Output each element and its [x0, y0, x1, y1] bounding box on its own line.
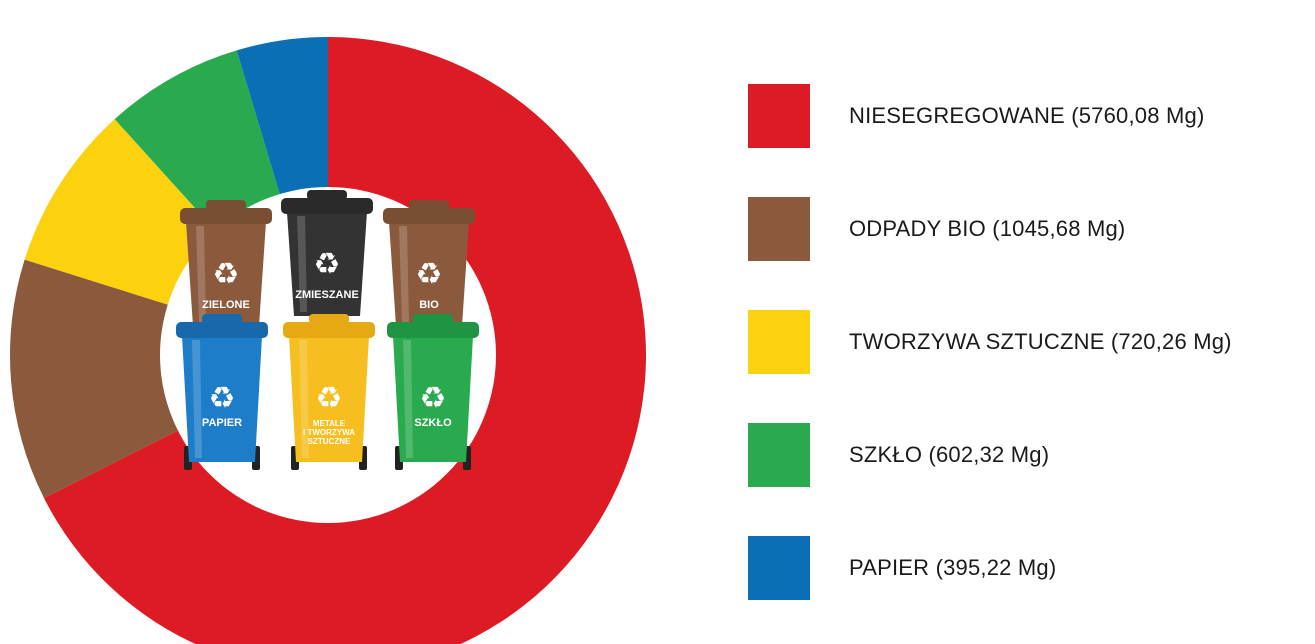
- bin-lid: [283, 322, 375, 338]
- legend-swatch: [748, 84, 810, 148]
- bin-body: [389, 222, 469, 326]
- waste-bin-bio: ♻ BIO: [383, 200, 475, 326]
- recycle-icon: ♻: [416, 257, 443, 292]
- bin-label: METALE: [313, 419, 346, 428]
- recycle-icon: ♻: [314, 247, 341, 282]
- bin-handle: [307, 190, 347, 200]
- legend-label: PAPIER (395,22 Mg): [849, 555, 1057, 580]
- legend-item-odpady-bio: ODPADY BIO (1045,68 Mg): [748, 197, 1125, 261]
- bin-highlight: [297, 216, 307, 312]
- legend-item-szklo: SZKŁO (602,32 Mg): [748, 423, 1049, 487]
- waste-bin-zmieszane: ♻ ZMIESZANE: [281, 190, 373, 316]
- legend-label: SZKŁO (602,32 Mg): [849, 442, 1050, 467]
- bin-handle: [202, 314, 242, 324]
- bin-label: SZKŁO: [414, 417, 452, 429]
- bin-label: PAPIER: [202, 417, 242, 429]
- bin-body: [393, 336, 473, 462]
- bin-label: SZTUCZNE: [308, 437, 351, 446]
- bin-lid: [180, 208, 272, 224]
- bin-handle: [309, 314, 349, 324]
- bin-label: ZMIESZANE: [295, 289, 359, 301]
- legend-item-tworzywa-sztuczne: TWORZYWA SZTUCZNE (720,26 Mg): [748, 310, 1232, 374]
- bin-highlight: [403, 340, 413, 458]
- bin-highlight: [399, 226, 409, 322]
- bin-lid: [176, 322, 268, 338]
- legend-swatch: [748, 536, 810, 600]
- legend-label: NIESEGREGOWANE (5760,08 Mg): [849, 103, 1205, 128]
- bin-handle: [206, 200, 246, 210]
- bin-label: BIO: [419, 299, 439, 311]
- recycle-icon: ♻: [316, 381, 343, 416]
- bin-label: I TWORZYWA: [303, 428, 355, 437]
- legend-swatch: [748, 197, 810, 261]
- bin-body: [182, 336, 262, 462]
- bin-body: [186, 222, 266, 326]
- legend-item-papier: PAPIER (395,22 Mg): [748, 536, 1056, 600]
- bin-highlight: [196, 226, 206, 322]
- bin-label: ZIELONE: [202, 299, 250, 311]
- bin-highlight: [192, 340, 202, 458]
- bin-handle: [409, 200, 449, 210]
- legend-label: TWORZYWA SZTUCZNE (720,26 Mg): [849, 329, 1232, 354]
- bin-body: [287, 212, 367, 316]
- recycle-icon: ♻: [213, 257, 240, 292]
- bin-lid: [383, 208, 475, 224]
- legend-label: ODPADY BIO (1045,68 Mg): [849, 216, 1126, 241]
- recycle-icon: ♻: [209, 381, 236, 416]
- legend-item-niesegregowane: NIESEGREGOWANE (5760,08 Mg): [748, 84, 1204, 148]
- waste-bin-zielone: ♻ ZIELONE: [180, 200, 272, 326]
- bin-body: [289, 336, 369, 462]
- bin-lid: [281, 198, 373, 214]
- waste-bin-szkło: ♻SZKŁO: [387, 314, 479, 470]
- bin-handle: [413, 314, 453, 324]
- bin-highlight: [299, 340, 309, 458]
- legend-swatch: [748, 310, 810, 374]
- waste-bin-papier: ♻PAPIER: [176, 314, 268, 470]
- bin-lid: [387, 322, 479, 338]
- legend-swatch: [748, 423, 810, 487]
- recycle-icon: ♻: [420, 381, 447, 416]
